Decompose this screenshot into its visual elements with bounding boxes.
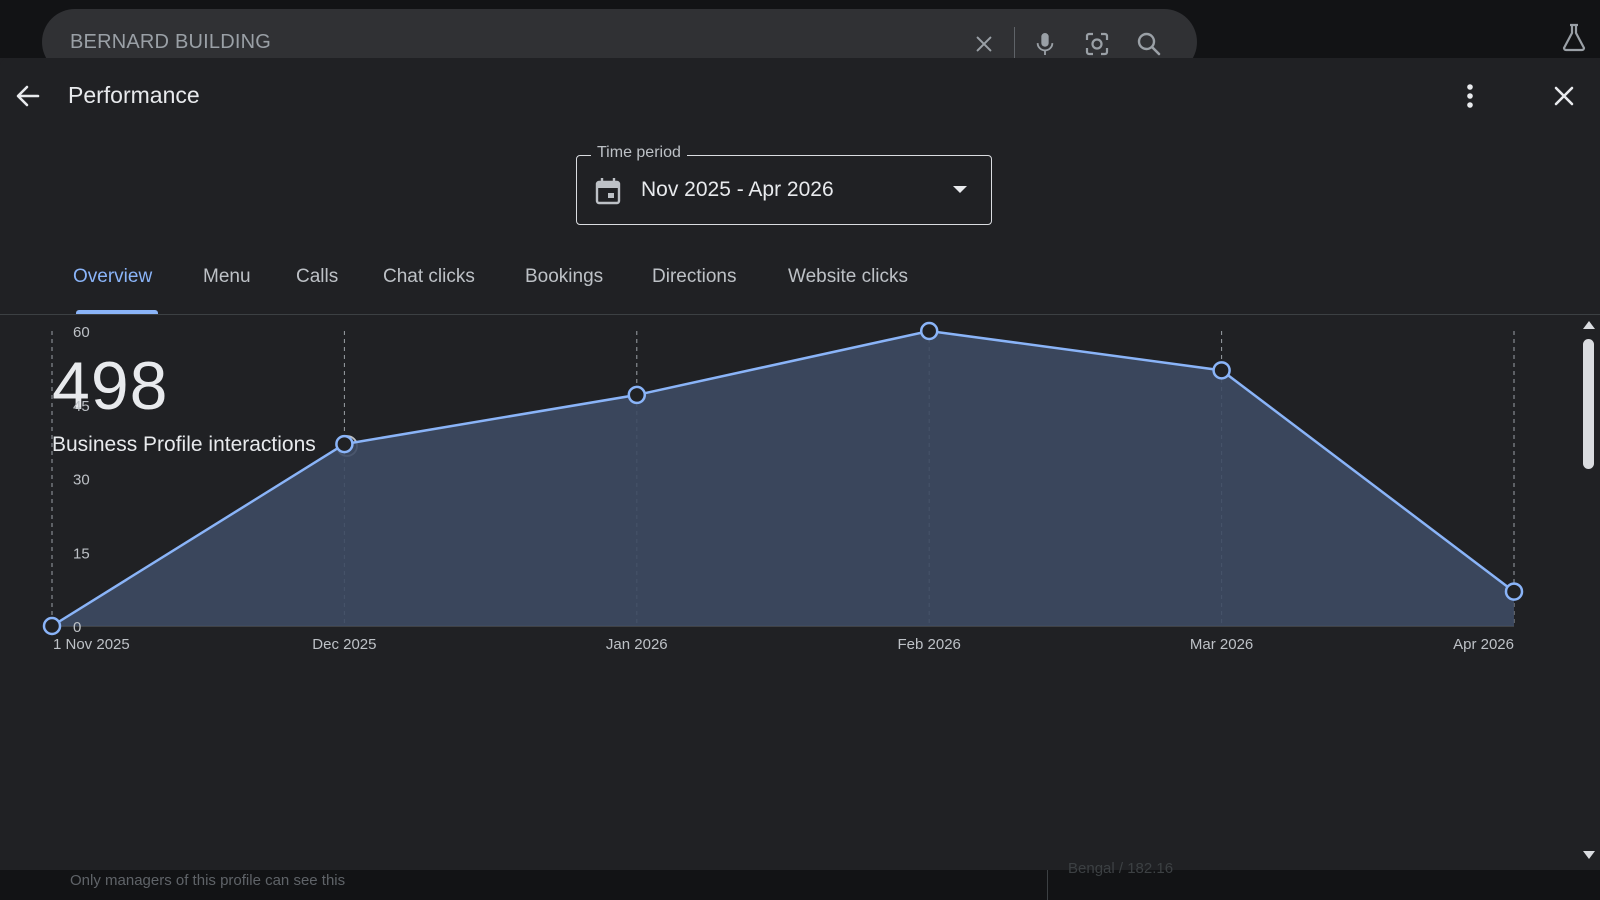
search-icon[interactable] [1123,28,1175,60]
scroll-up-arrow-icon[interactable] [1583,321,1595,329]
data-point[interactable] [42,616,62,636]
mic-icon[interactable] [1019,28,1071,60]
close-icon[interactable] [1546,78,1582,114]
flask-icon[interactable] [1560,22,1592,54]
x-tick-label: Dec 2025 [312,636,376,653]
dropdown-arrow-icon[interactable] [953,186,967,193]
chart-x-ticks: 1 Nov 2025 Dec 2025 Jan 2026 Feb 2026 Mar 20… [53,636,1514,653]
search-divider [1014,27,1015,61]
scrollbar-thumb[interactable] [1583,339,1594,469]
calendar-icon [595,177,621,205]
tab-chat-clicks[interactable]: Chat clicks [383,266,475,287]
x-tick-label: Mar 2026 [1190,636,1253,653]
chart-y-ticks: 0 15 30 45 60 [73,324,90,636]
performance-panel: Performance Time period Nov 2025 - Apr 2… [0,58,1600,870]
y-tick-label: 15 [73,545,90,562]
tab-bar: Overview Menu Calls Chat clicks Bookings… [0,248,1600,315]
x-tick-label: Feb 2026 [898,636,961,653]
footer: Only managers of this profile can see th… [0,860,1600,900]
series-area [52,331,1514,626]
more-vert-icon[interactable] [1452,78,1488,114]
data-point[interactable] [1504,582,1524,601]
page-title: Performance [68,82,200,108]
y-tick-label: 30 [73,472,90,489]
arrow-left-icon[interactable] [10,78,46,114]
chart-points [42,321,1524,636]
time-period-value: Nov 2025 - Apr 2026 [641,178,834,201]
y-tick-label: 45 [73,398,90,415]
time-period-select[interactable]: Time period Nov 2025 - Apr 2026 [576,144,992,225]
data-point[interactable] [1212,361,1231,380]
data-point[interactable] [627,385,647,405]
x-tick-label: Apr 2026 [1453,636,1514,653]
tab-directions[interactable]: Directions [652,266,737,287]
tab-calls[interactable]: Calls [296,266,339,287]
interactions-chart: 0 15 30 45 60 1 Nov 2025 Dec 2025 Jan 2026 Feb … [42,321,1524,653]
y-tick-label: 0 [73,619,81,636]
interactions-total: 498 [52,348,169,424]
scrollbar[interactable] [1580,321,1596,866]
data-point[interactable] [919,321,939,341]
camera-lens-icon[interactable] [1071,28,1123,60]
search-actions [958,27,1175,61]
overview-content: 498 Business Profile interactions 0 15 30 4… [0,315,1600,870]
footer-right-text: Bengal / 182.16 [1068,860,1174,877]
panel-header: Performance [0,58,1600,134]
interactions-label: Business Profile interactions [52,433,316,456]
time-period-label: Time period [591,144,687,162]
clear-icon[interactable] [958,28,1010,60]
x-tick-label: 1 Nov 2025 [53,636,130,653]
y-tick-label: 60 [73,324,90,341]
tab-website-clicks[interactable]: Website clicks [788,266,909,287]
managers-note: Only managers of this profile can see th… [70,872,346,889]
tab-menu[interactable]: Menu [203,266,251,287]
tab-overview[interactable]: Overview [73,266,153,287]
search-bar-area: BERNARD BUILDING [0,0,1600,75]
x-tick-label: Jan 2026 [606,636,668,653]
chart-area [51,329,1515,628]
search-query[interactable]: BERNARD BUILDING [70,31,272,53]
series-line [51,329,1515,628]
tab-bookings[interactable]: Bookings [525,266,604,287]
data-point[interactable] [335,434,354,454]
footer-divider [1047,870,1048,900]
active-tab-indicator [76,310,158,314]
scroll-down-arrow-icon[interactable] [1583,851,1595,859]
